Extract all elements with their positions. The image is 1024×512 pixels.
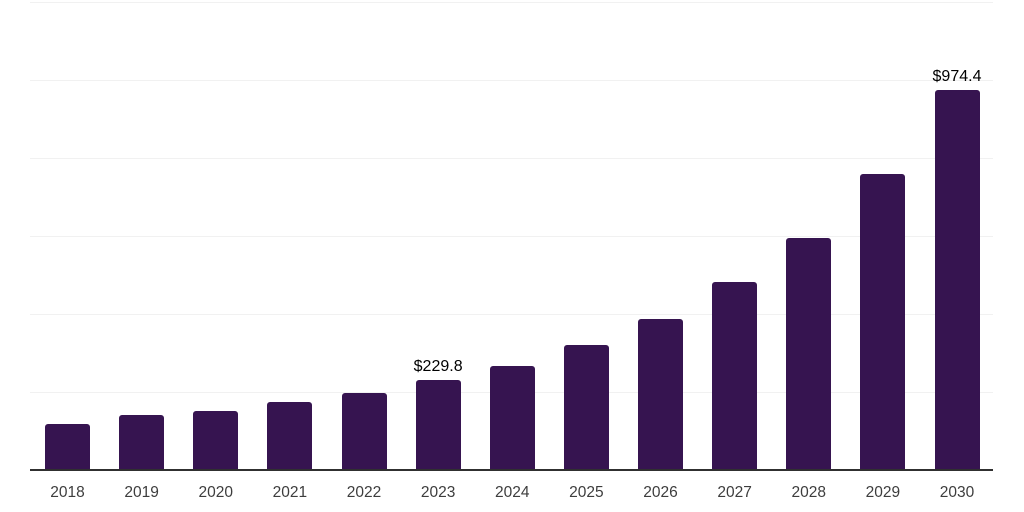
x-tick-label-2025: 2025 [569,484,604,501]
value-label-2023: $229.8 [413,358,463,376]
gridline-1000 [30,80,993,81]
bar-2020[interactable] [193,410,239,470]
gridline-800 [30,158,993,159]
x-tick-label-2023: 2023 [420,484,456,501]
x-tick-label-2022: 2022 [346,484,382,501]
bar-2028[interactable] [786,238,832,470]
x-tick-label-2024: 2024 [495,484,530,501]
x-tick-label-2018: 2018 [50,484,85,501]
bar-2029[interactable] [860,174,906,470]
bar-2025[interactable] [563,344,609,470]
bar-2021[interactable] [267,402,313,470]
bar-2023[interactable] [415,380,461,470]
bar-2019[interactable] [119,415,165,470]
x-tick-label-2020: 2020 [198,484,233,501]
bar-2026[interactable] [638,318,683,470]
x-tick-label-2026: 2026 [643,484,678,501]
x-tick-label-2021: 2021 [272,484,308,501]
plot-area: $229.8 $974.4 [30,0,993,470]
gridline-1200 [30,2,993,3]
bar-2022[interactable] [341,392,387,470]
x-tick-label-2019: 2019 [124,484,159,501]
x-tick-label-2030: 2030 [939,484,975,501]
value-label-2030: $974.4 [932,67,982,85]
x-axis-line [30,469,993,471]
gridline-600 [30,236,993,237]
bar-2027[interactable] [712,282,758,470]
x-tick-label-2028: 2028 [791,484,826,501]
bar-2024[interactable] [489,365,535,470]
gridline-400 [30,314,993,315]
bar-2030[interactable] [934,89,980,470]
x-tick-label-2027: 2027 [717,484,752,501]
bar-2018[interactable] [45,423,90,470]
x-tick-label-2029: 2029 [865,484,901,501]
